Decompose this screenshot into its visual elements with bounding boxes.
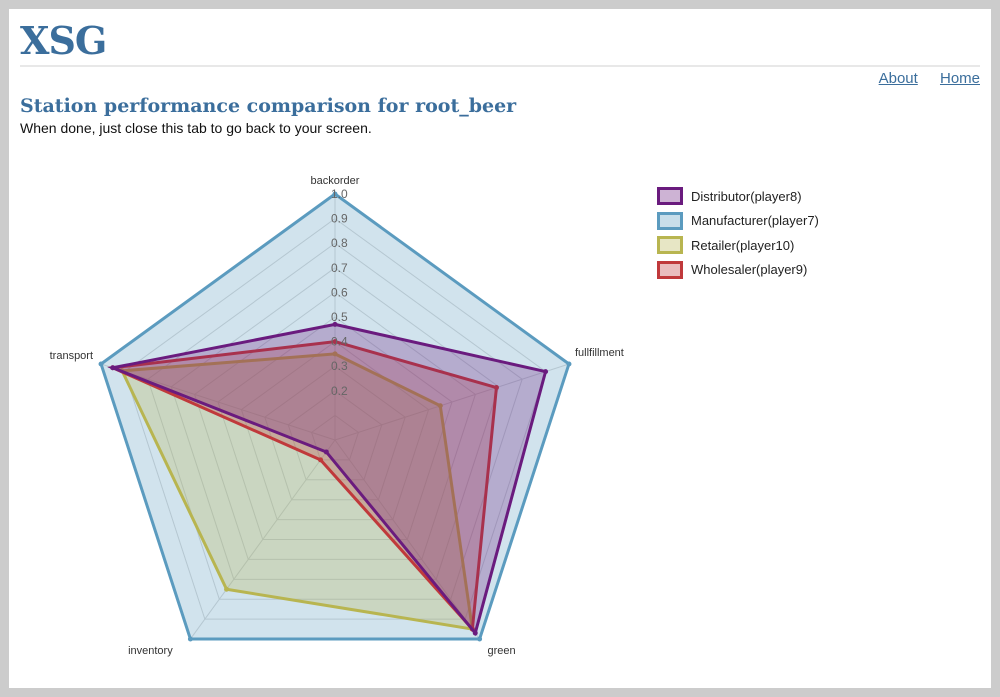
legend-label: Manufacturer(player7): [691, 213, 819, 229]
grid-ring-8: [147, 242, 523, 600]
grid-spoke-2: [334, 363, 570, 441]
series-area-2: [119, 352, 475, 631]
grid-ring-6: [194, 291, 476, 560]
axis-label-backorder: backorder: [311, 175, 360, 187]
axis-label-fullfillment: fullfillment: [575, 347, 624, 359]
legend-item[interactable]: Retailer(player10): [657, 233, 819, 258]
top-nav: About Home: [861, 70, 980, 87]
nav-link-home[interactable]: Home: [939, 70, 980, 87]
series-1-point-4: [187, 636, 193, 642]
tick-label: 0.5: [331, 310, 348, 324]
chart-legend: Distributor(player8) Manufacturer(player7…: [657, 184, 819, 282]
tick-label: 1.0: [331, 187, 348, 201]
legend-item[interactable]: Manufacturer(player7): [657, 209, 819, 234]
grid-spoke-3: [334, 439, 480, 640]
tick-label: 0.3: [331, 359, 348, 373]
legend-swatch: [657, 187, 683, 206]
series-3-point-4: [318, 457, 324, 463]
series-1-point-3: [477, 636, 483, 642]
tick-label: 0.8: [331, 236, 348, 250]
grid-ring-7: [170, 267, 500, 580]
tick-label: 0.7: [331, 261, 348, 275]
series-1-point-5: [98, 361, 104, 367]
grid-ring-5: [217, 316, 453, 541]
series-1-point-2: [566, 361, 572, 367]
axis-label-inventory: inventory: [128, 645, 173, 657]
grid-ring-1: [311, 414, 359, 461]
series-area-4: [107, 322, 548, 637]
header-divider: [20, 65, 980, 67]
axis-label-transport: transport: [50, 350, 93, 362]
legend-swatch: [657, 236, 683, 255]
tick-label: 0.9: [331, 212, 348, 226]
series-3-point-1: [332, 339, 338, 345]
legend-swatch: [657, 260, 683, 279]
series-2-point-2: [437, 403, 443, 409]
nav-link-about[interactable]: About: [878, 70, 918, 87]
brand-logo[interactable]: XSG: [20, 18, 107, 63]
grid-spoke-4: [190, 439, 336, 640]
tick-label: 0.4: [331, 335, 348, 349]
page-subtitle: When done, just close this tab to go bac…: [20, 120, 372, 136]
series-4-point-4: [323, 449, 329, 455]
series-area-1: [99, 192, 571, 641]
series-2-point-1: [332, 351, 338, 357]
grid-ring-2: [287, 390, 383, 481]
tick-label: 0.6: [331, 285, 348, 299]
series-4-point-2: [543, 369, 549, 375]
series-area-3: [107, 340, 499, 633]
tick-label: 0.2: [331, 384, 348, 398]
series-4-point-1: [332, 321, 338, 327]
series-2-point-4: [224, 586, 230, 592]
grid-ring-4: [240, 340, 430, 521]
series-1-point-1: [332, 191, 338, 197]
legend-item[interactable]: Distributor(player8): [657, 184, 819, 209]
axis-label-green: green: [488, 645, 516, 657]
legend-label: Retailer(player10): [691, 237, 795, 253]
legend-label: Distributor(player8): [691, 188, 802, 204]
legend-swatch: [657, 211, 683, 230]
legend-item[interactable]: Wholesaler(player9): [657, 258, 819, 283]
series-4-point-5: [110, 365, 116, 371]
grid-ring-3: [264, 365, 406, 501]
series-4-point-3: [472, 630, 478, 636]
series-3-point-2: [493, 385, 499, 391]
page-title: Station performance comparison for root_…: [20, 95, 517, 117]
grid-spoke-5: [100, 363, 336, 441]
legend-label: Wholesaler(player9): [691, 262, 808, 278]
grid-ring-9: [123, 217, 547, 620]
